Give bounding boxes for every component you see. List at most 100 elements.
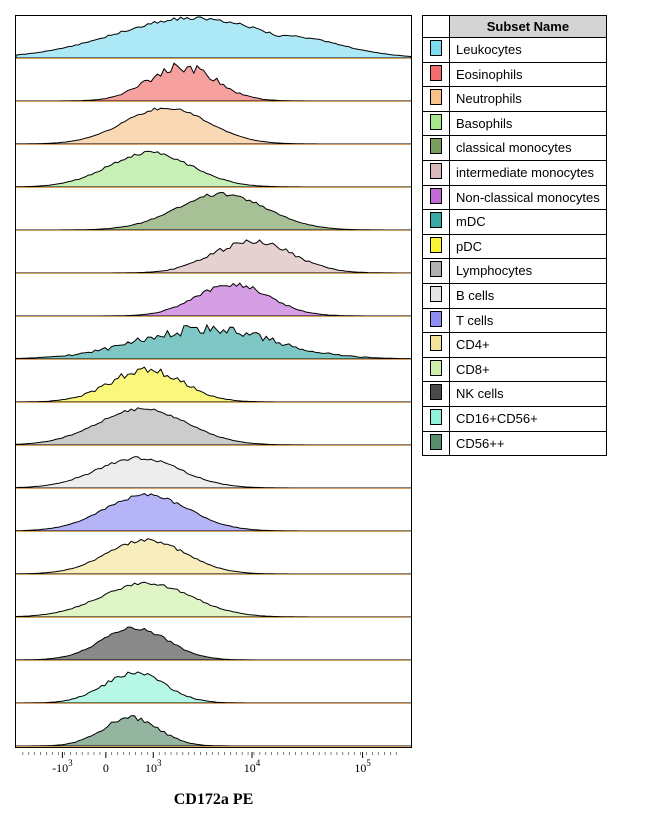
histogram-curve (16, 145, 411, 187)
histogram-row (16, 704, 411, 747)
legend-label: Lymphocytes (450, 259, 607, 284)
legend-label: B cells (450, 283, 607, 308)
histogram-row (16, 532, 411, 575)
legend-swatch (430, 434, 442, 450)
legend-label: CD4+ (450, 333, 607, 358)
histogram-curve (16, 575, 411, 617)
legend-label: T cells (450, 308, 607, 333)
legend-label: Leukocytes (450, 38, 607, 63)
legend-label: pDC (450, 234, 607, 259)
histogram-curve (16, 59, 411, 101)
legend-swatch (430, 384, 442, 400)
legend-swatch-cell (423, 308, 450, 333)
legend-swatch (430, 261, 442, 277)
legend-label: NK cells (450, 382, 607, 407)
legend-row: intermediate monocytes (423, 160, 607, 185)
legend-row: Basophils (423, 111, 607, 136)
legend-label: Non-classical monocytes (450, 185, 607, 210)
legend-row: T cells (423, 308, 607, 333)
legend-swatch (430, 163, 442, 179)
legend-swatch (430, 114, 442, 130)
histogram-row (16, 618, 411, 661)
svg-text:105: 105 (354, 758, 371, 775)
legend-label: CD56++ (450, 431, 607, 456)
histogram-row (16, 575, 411, 618)
legend-row: Leukocytes (423, 38, 607, 63)
legend-row: B cells (423, 283, 607, 308)
svg-text:103: 103 (145, 758, 162, 775)
legend-row: CD56++ (423, 431, 607, 456)
x-axis: -1030103104105 (15, 748, 410, 785)
histogram-row (16, 231, 411, 274)
histogram-curve (16, 231, 411, 273)
legend-label: Basophils (450, 111, 607, 136)
chart-panel (15, 15, 412, 748)
legend-row: CD16+CD56+ (423, 406, 607, 431)
legend-row: NK cells (423, 382, 607, 407)
legend-row: Non-classical monocytes (423, 185, 607, 210)
histogram-stack (16, 16, 411, 747)
legend-label: Neutrophils (450, 87, 607, 112)
histogram-curve (16, 403, 411, 445)
legend-swatch-cell (423, 234, 450, 259)
legend-swatch-cell (423, 87, 450, 112)
histogram-curve (16, 618, 411, 660)
histogram-curve (16, 532, 411, 574)
legend-swatch (430, 89, 442, 105)
histogram-curve (16, 704, 411, 746)
legend-row: mDC (423, 210, 607, 235)
legend-swatch (430, 335, 442, 351)
histogram-row (16, 360, 411, 403)
legend-row: CD4+ (423, 333, 607, 358)
histogram-row (16, 446, 411, 489)
legend-row: Eosinophils (423, 62, 607, 87)
legend-row: classical monocytes (423, 136, 607, 161)
figure-container: -1030103104105 CD172a PE Subset Name Leu… (15, 15, 635, 809)
legend-swatch (430, 138, 442, 154)
legend-label: CD16+CD56+ (450, 406, 607, 431)
histogram-row (16, 403, 411, 446)
histogram-curve (16, 317, 411, 359)
legend-swatch-cell (423, 382, 450, 407)
legend-swatch-cell (423, 333, 450, 358)
legend-swatch (430, 40, 442, 56)
legend-label: CD8+ (450, 357, 607, 382)
legend-swatch-cell (423, 357, 450, 382)
histogram-row (16, 489, 411, 532)
x-axis-ticks: -1030103104105 (15, 752, 410, 780)
histogram-row (16, 59, 411, 102)
histogram-row (16, 145, 411, 188)
histogram-curve (16, 661, 411, 703)
legend-swatch-cell (423, 185, 450, 210)
legend-swatch-cell (423, 160, 450, 185)
svg-text:104: 104 (244, 758, 261, 775)
legend-row: pDC (423, 234, 607, 259)
legend-swatch (430, 188, 442, 204)
histogram-curve (16, 188, 411, 230)
legend-swatch (430, 212, 442, 228)
histogram-curve (16, 102, 411, 144)
histogram-row (16, 102, 411, 145)
histogram-row (16, 274, 411, 317)
histogram-row (16, 317, 411, 360)
legend-label: classical monocytes (450, 136, 607, 161)
legend-swatch (430, 286, 442, 302)
legend-table: Subset Name LeukocytesEosinophilsNeutrop… (422, 15, 607, 456)
legend-row: Neutrophils (423, 87, 607, 112)
legend-label: mDC (450, 210, 607, 235)
legend-swatch-cell (423, 406, 450, 431)
histogram-curve (16, 360, 411, 402)
svg-text:-103: -103 (52, 758, 73, 775)
legend-swatch-cell (423, 259, 450, 284)
legend-swatch (430, 237, 442, 253)
legend-row: CD8+ (423, 357, 607, 382)
legend-swatch-cell (423, 431, 450, 456)
histogram-row (16, 188, 411, 231)
legend-row: Lymphocytes (423, 259, 607, 284)
legend-swatch-cell (423, 136, 450, 161)
legend-title: Subset Name (450, 16, 607, 38)
histogram-curve (16, 16, 411, 58)
legend-swatch-cell (423, 62, 450, 87)
chart-column: -1030103104105 CD172a PE (15, 15, 412, 809)
legend-swatch (430, 360, 442, 376)
